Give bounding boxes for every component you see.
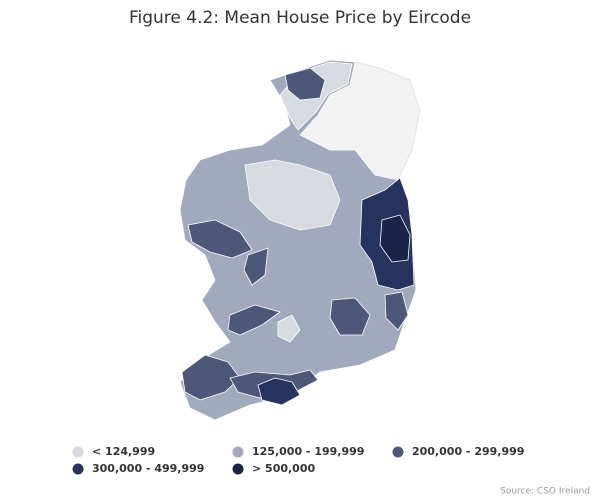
- region-light: [244, 159, 341, 231]
- source: Source: CSO Ireland: [500, 487, 590, 497]
- legend: < 124,999 125,000 - 199,999 200,000 - 299,…: [72, 445, 524, 475]
- legend-swatch: [72, 446, 84, 458]
- legend-swatch: [232, 463, 244, 475]
- title: Figure 4.2: Mean House Price by Eircode: [129, 8, 471, 28]
- legend-label: > 500,000: [252, 462, 315, 475]
- region-mid-dark: [384, 291, 409, 331]
- legend-swatch: [72, 463, 84, 475]
- region-darkest: [379, 214, 411, 263]
- region-mid-dark: [284, 67, 326, 101]
- legend-label: < 124,999: [92, 445, 155, 458]
- legend-swatch: [232, 446, 244, 458]
- region-mid-dark: [181, 354, 241, 401]
- legend-label: 300,000 - 499,999: [92, 462, 204, 475]
- region-mid-dark: [329, 297, 371, 336]
- legend-label: 125,000 - 199,999: [252, 445, 364, 458]
- legend-label: 200,000 - 299,999: [412, 445, 524, 458]
- map: [179, 59, 421, 421]
- region-mid-dark: [243, 247, 269, 286]
- region-light: [277, 314, 301, 343]
- region-mid-dark: [227, 304, 281, 336]
- region-mid-dark: [187, 219, 253, 259]
- legend-swatch: [392, 446, 404, 458]
- region-dark: [257, 377, 301, 406]
